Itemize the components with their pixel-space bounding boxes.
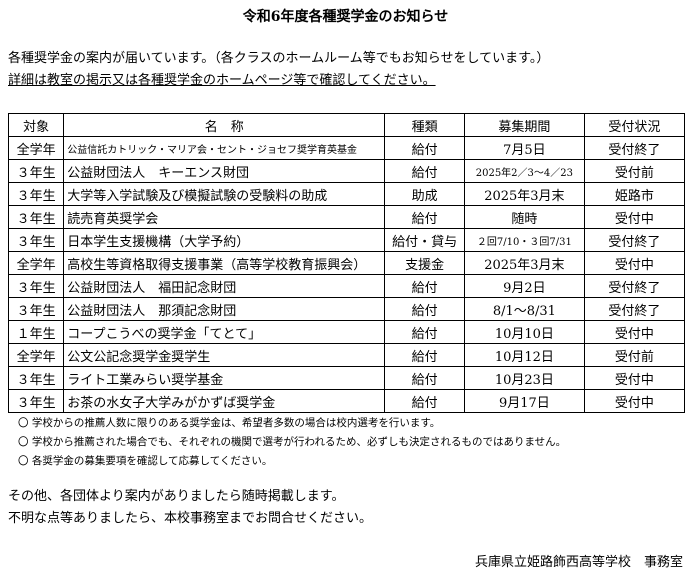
table-cell: ３年生 <box>7 389 65 413</box>
table-cell: 受付中 <box>583 205 686 229</box>
closing-line: その他、各団体より案内がありましたら随時掲載します。 <box>8 489 345 504</box>
table-cell: 助成 <box>384 182 466 206</box>
table-cell: 受付中 <box>583 389 686 413</box>
table-cell: ライト工業みらい奨学基金 <box>63 366 386 390</box>
table-row: ３年生 公益財団法人 那須記念財団 給付 8/1～8/31 受付終了 <box>7 297 686 321</box>
scholarship-table: 対象名 称種類 募集期間 受付状況 全学年 公益信託カトリック・マリア会・セント・ジョ… <box>7 113 686 413</box>
page-title: 令和6年度各種奨学金のお知らせ <box>242 9 449 25</box>
column-header: 受付状況 <box>583 113 686 137</box>
table-cell: 受付前 <box>583 159 686 183</box>
table-cell: 給付 <box>384 136 466 160</box>
table-cell: ２回7/10・３回7/31 <box>464 228 585 252</box>
table-cell: 10月23日 <box>464 366 585 390</box>
table-cell: 給付 <box>384 320 466 344</box>
table-cell: 受付中 <box>583 366 686 390</box>
notes: 〇 学校からの推薦人数に限りのある奨学金は、希望者多数の場合は校内選考を行います… <box>18 414 566 471</box>
table-cell: 10月12日 <box>464 343 585 367</box>
table-cell: 全学年 <box>7 136 65 160</box>
column-header: 名 称 <box>63 113 386 137</box>
table-cell: 支援金 <box>384 251 466 275</box>
table-cell: お茶の水女子大学みがかずば奨学金 <box>63 389 386 413</box>
table-cell: 公文公記念奨学金奨学生 <box>63 343 386 367</box>
table-cell: 9月2日 <box>464 274 585 298</box>
table-row: ３年生 日本学生支援機構（大学予約） 給付・貸与 ２回7/10・３回7/31 受付終了 <box>7 228 686 252</box>
column-header: 募集期間 <box>464 113 585 137</box>
table-cell: 受付中 <box>583 320 686 344</box>
table-cell: ３年生 <box>7 366 65 390</box>
table-cell: ３年生 <box>7 274 65 298</box>
table-cell: ３年生 <box>7 182 65 206</box>
table-cell: 大学等入学試験及び模擬試験の受験料の助成 <box>63 182 386 206</box>
table-cell: 給付 <box>384 205 466 229</box>
table-row: 全学年 高校生等資格取得支援事業（高等学校教育振興会） 支援金 2025年3月末 受付中 <box>7 251 686 275</box>
table-cell: 受付終了 <box>583 228 686 252</box>
table-cell: 受付終了 <box>583 297 686 321</box>
table-cell: 2025年3月末 <box>464 251 585 275</box>
closing: その他、各団体より案内がありましたら随時掲載します。 不明な点等ありましたら、本… <box>8 486 372 530</box>
table-cell: 全学年 <box>7 343 65 367</box>
table-cell: 2025年3月末 <box>464 182 585 206</box>
column-header: 対象 <box>7 113 65 137</box>
table-cell: 読売育英奨学会 <box>63 205 386 229</box>
note: 〇 各奨学金の募集要項を確認して応募してください。 <box>18 455 273 467</box>
table-cell: 8/1～8/31 <box>464 297 585 321</box>
signature: 兵庫県立姫路飾西高等学校 事務室 <box>474 555 683 570</box>
intro: 各種奨学金の案内が届いています。（各クラスのホームルーム等でもお知らせをしていま… <box>8 48 549 92</box>
table-cell: １年生 <box>7 320 65 344</box>
table-cell: 給付 <box>384 366 466 390</box>
table-cell: 姫路市 <box>583 182 686 206</box>
table-cell: 受付中 <box>583 251 686 275</box>
intro-line-underlined: 詳細は教室の掲示又は各種奨学金のホームページ等で確認してください。 <box>8 73 436 88</box>
table-cell: 公益財団法人 キーエンス財団 <box>63 159 386 183</box>
table-cell: 7月5日 <box>464 136 585 160</box>
table-cell: コープこうべの奨学金「てとて」 <box>63 320 386 344</box>
table-cell: 2025年2／3～4／23 <box>464 159 585 183</box>
table-cell: 9月17日 <box>464 389 585 413</box>
table-cell: 受付終了 <box>583 274 686 298</box>
table-cell: 日本学生支援機構（大学予約） <box>63 228 386 252</box>
table-cell: 給付 <box>384 389 466 413</box>
table-row: ３年生 公益財団法人 キーエンス財団 給付 2025年2／3～4／23 受付前 <box>7 159 686 183</box>
table-cell: 給付 <box>384 159 466 183</box>
table-row: 全学年 公文公記念奨学金奨学生 給付 10月12日 受付前 <box>7 343 686 367</box>
note: 〇 学校から推薦された場合でも、それぞれの機関で選考が行われるため、必ずしも決定… <box>18 436 567 448</box>
note: 〇 学校からの推薦人数に限りのある奨学金は、希望者多数の場合は校内選考を行います… <box>18 417 441 429</box>
table-cell: 受付前 <box>583 343 686 367</box>
table-cell: 公益信託カトリック・マリア会・セント・ジョセフ奨学育英基金 <box>63 136 386 160</box>
table-cell: ３年生 <box>7 228 65 252</box>
table-cell: 給付 <box>384 297 466 321</box>
table-cell: 10月10日 <box>464 320 585 344</box>
table-row: ３年生 読売育英奨学会 給付 随時 受付中 <box>7 205 686 229</box>
table-row: ３年生 お茶の水女子大学みがかずば奨学金 給付 9月17日 受付中 <box>7 389 686 413</box>
table-cell: ３年生 <box>7 205 65 229</box>
closing-line: 不明な点等ありましたら、本校事務室までお問合せください。 <box>8 511 373 526</box>
table-cell: 給付 <box>384 274 466 298</box>
table-cell: 全学年 <box>7 251 65 275</box>
table-cell: ３年生 <box>7 159 65 183</box>
table-row: ３年生 ライト工業みらい奨学基金 給付 10月23日 受付中 <box>7 366 686 390</box>
table-cell: 随時 <box>464 205 585 229</box>
table-cell: 高校生等資格取得支援事業（高等学校教育振興会） <box>63 251 386 275</box>
table-row: １年生 コープこうべの奨学金「てとて」 給付 10月10日 受付中 <box>7 320 686 344</box>
table-cell: 給付 <box>384 343 466 367</box>
table-cell: 給付・貸与 <box>384 228 466 252</box>
table-cell: 公益財団法人 福田記念財団 <box>63 274 386 298</box>
table-cell: ３年生 <box>7 297 65 321</box>
intro-line: 各種奨学金の案内が届いています。（各クラスのホームルーム等でもお知らせをしていま… <box>8 51 550 66</box>
column-header: 種類 <box>384 113 466 137</box>
table-cell: 公益財団法人 那須記念財団 <box>63 297 386 321</box>
table-row: ３年生 大学等入学試験及び模擬試験の受験料の助成 助成 2025年3月末 姫路市 <box>7 182 686 206</box>
table-cell: 受付終了 <box>583 136 686 160</box>
table-row: ３年生 公益財団法人 福田記念財団 給付 9月2日 受付終了 <box>7 274 686 298</box>
table-row: 全学年 公益信託カトリック・マリア会・セント・ジョセフ奨学育英基金 給付 7月5日 受付… <box>7 136 686 160</box>
